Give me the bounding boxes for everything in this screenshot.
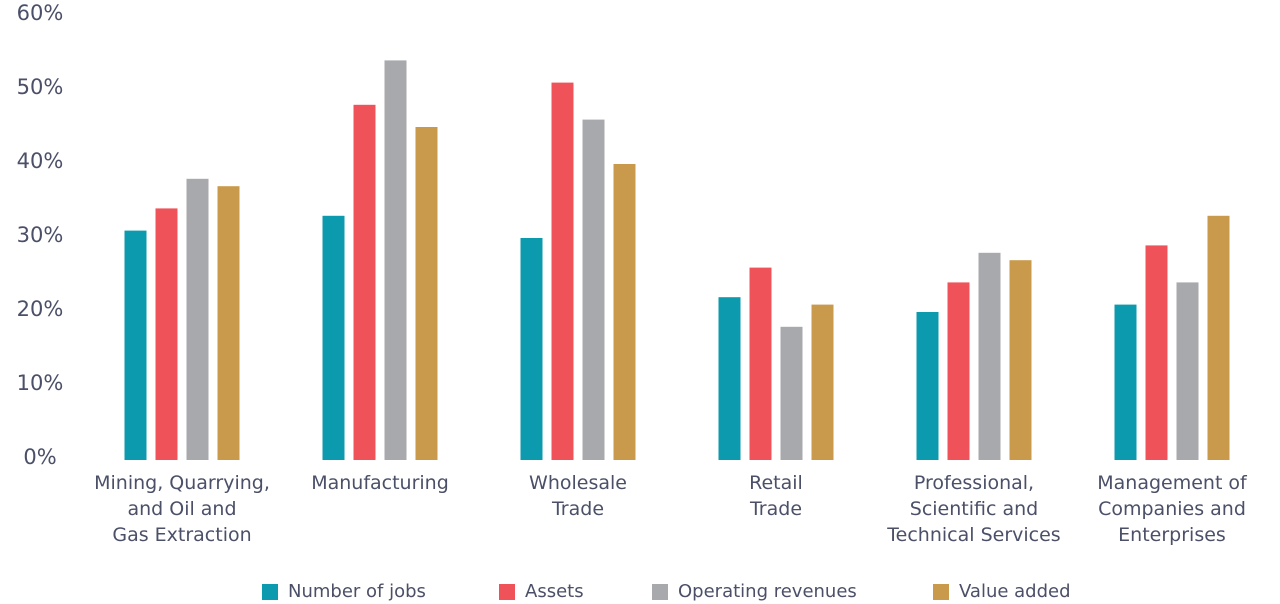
legend-label: Assets bbox=[525, 581, 584, 602]
bar bbox=[718, 297, 741, 460]
bar bbox=[1145, 245, 1168, 460]
y-tick-label: 50% bbox=[17, 75, 64, 99]
bar bbox=[124, 230, 147, 460]
bar bbox=[322, 215, 345, 460]
bar bbox=[1009, 260, 1032, 460]
legend-label: Operating revenues bbox=[678, 581, 857, 602]
bar bbox=[582, 119, 605, 460]
bar bbox=[1176, 282, 1199, 460]
x-tick-label: Management of Companies and Enterprises bbox=[1097, 472, 1247, 546]
bar bbox=[384, 60, 407, 461]
bar bbox=[916, 312, 939, 460]
y-tick-label: 10% bbox=[17, 371, 64, 395]
x-tick-label: Manufacturing bbox=[311, 472, 449, 494]
legend-label: Number of jobs bbox=[288, 581, 426, 602]
bar bbox=[613, 164, 636, 460]
bar bbox=[811, 304, 834, 460]
x-tick-label: Professional, Scientific and Technical S… bbox=[887, 472, 1061, 546]
y-tick-label: 40% bbox=[17, 149, 64, 173]
bar bbox=[353, 104, 376, 461]
bar bbox=[520, 238, 543, 460]
bar bbox=[780, 326, 803, 460]
bar bbox=[1114, 304, 1137, 460]
y-tick-label: 0% bbox=[23, 445, 56, 469]
y-tick-label: 30% bbox=[17, 223, 64, 247]
bar bbox=[186, 178, 209, 461]
legend-swatch bbox=[499, 584, 515, 600]
x-tick-label: Mining, Quarrying, and Oil and Gas Extra… bbox=[94, 472, 270, 546]
x-tick-label: Wholesale Trade bbox=[529, 472, 627, 520]
y-tick-label: 60% bbox=[17, 1, 64, 25]
legend-swatch bbox=[652, 584, 668, 600]
legend-swatch bbox=[933, 584, 949, 600]
bar bbox=[1207, 215, 1230, 460]
y-tick-label: 20% bbox=[17, 297, 64, 321]
legend-label: Value added bbox=[959, 581, 1071, 602]
bar bbox=[217, 186, 240, 460]
bar bbox=[947, 282, 970, 460]
bar bbox=[415, 127, 438, 460]
bar bbox=[155, 208, 178, 460]
legend-swatch bbox=[262, 584, 278, 600]
bar bbox=[978, 252, 1001, 460]
bar bbox=[551, 82, 574, 460]
bar bbox=[749, 267, 772, 460]
x-tick-label: Retail Trade bbox=[749, 472, 803, 520]
